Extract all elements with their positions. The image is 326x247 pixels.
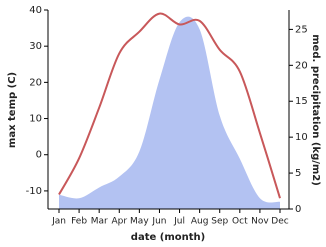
x-tick-label: Dec bbox=[271, 217, 288, 227]
y-axis-title: max temp (C) bbox=[7, 72, 18, 148]
y-tick-label: 0 bbox=[36, 150, 42, 161]
temp-line bbox=[58, 12, 281, 199]
precipitation-area bbox=[59, 16, 280, 209]
x-axis-title: date (month) bbox=[131, 232, 205, 243]
x-tick-label: Jun bbox=[151, 217, 166, 227]
y2-tick-label: 5 bbox=[295, 168, 301, 179]
x-tick-label: Apr bbox=[111, 217, 127, 227]
x-tick-label: Oct bbox=[232, 217, 248, 227]
y-tick-label: 40 bbox=[29, 5, 42, 16]
y2-tick-label: 10 bbox=[295, 132, 308, 143]
x-tick-label: Nov bbox=[251, 217, 269, 227]
x-tick-label: Aug bbox=[191, 217, 209, 227]
x-tick-label: Jan bbox=[51, 217, 66, 227]
x-tick-label: Mar bbox=[91, 217, 108, 227]
y2-axis-title: med. precipitation (kg/m2) bbox=[310, 34, 321, 186]
y2-tick-label: 25 bbox=[295, 24, 308, 35]
y-tick-label: 20 bbox=[29, 77, 42, 88]
y2-tick-label: 15 bbox=[295, 96, 308, 107]
y-tick-label: 30 bbox=[29, 41, 42, 52]
y-tick-label: 10 bbox=[29, 114, 42, 125]
x-tick-label: Jul bbox=[173, 217, 185, 227]
x-tick-label: Sep bbox=[211, 217, 228, 227]
y-tick-label: -10 bbox=[26, 186, 42, 197]
y2-tick-label: 0 bbox=[295, 204, 301, 215]
x-tick-label: Feb bbox=[71, 217, 87, 227]
x-tick-label: May bbox=[130, 217, 149, 227]
y2-tick-label: 20 bbox=[295, 60, 308, 71]
